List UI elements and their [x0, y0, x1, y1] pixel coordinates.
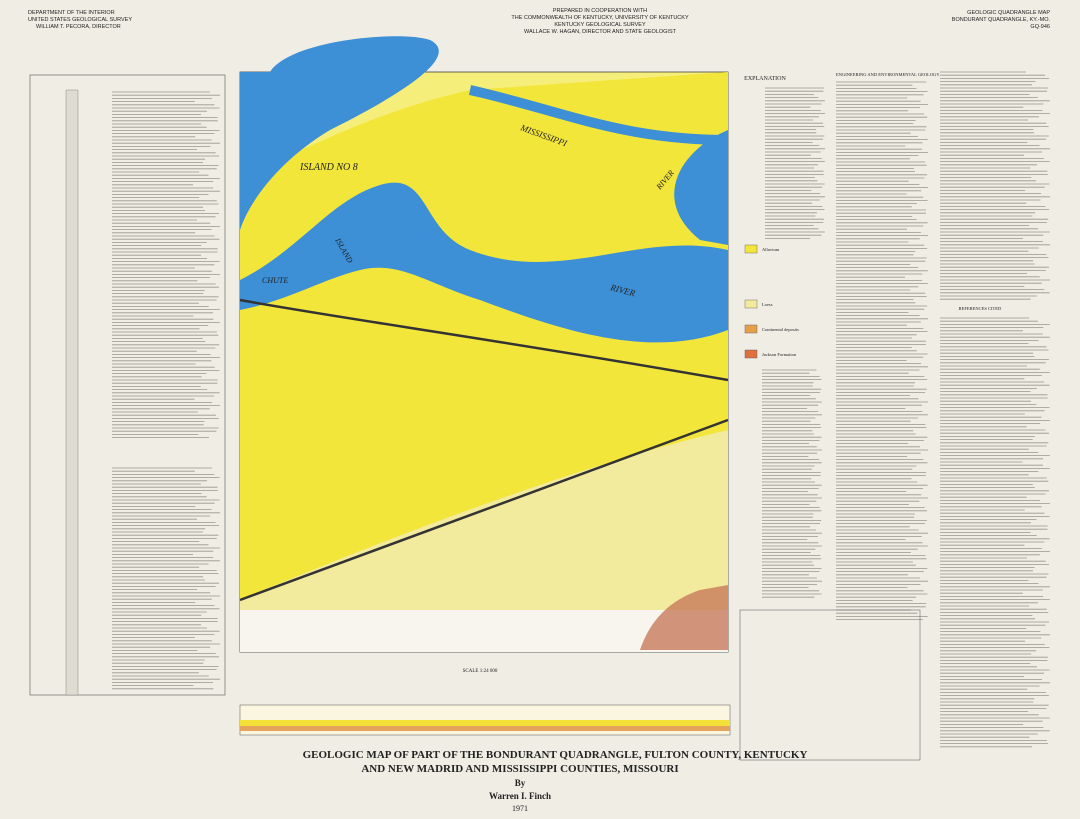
- header-left: UNITED STATES GEOLOGICAL SURVEY: [28, 17, 132, 23]
- map-label: CHUTE: [262, 276, 288, 285]
- river: [240, 36, 439, 231]
- legend-swatch: [744, 324, 758, 334]
- text-columns: [112, 71, 1050, 748]
- loess-area: [240, 430, 728, 610]
- year: 1971: [512, 804, 528, 813]
- section-heading: ENGINEERING AND ENVIRONMENTAL GEOLOGY: [836, 72, 940, 77]
- lithology-column: [65, 89, 79, 696]
- cross-section-unit: [240, 720, 730, 726]
- header-right: GQ-946: [1030, 24, 1050, 30]
- section-heading: REFERENCES CITED: [959, 306, 1002, 311]
- header-left: WILLIAM T. PECORA, DIRECTOR: [36, 24, 121, 30]
- river: [240, 182, 728, 343]
- map-label: ISLAND NO 8: [299, 162, 358, 173]
- strat-table: [29, 74, 226, 696]
- header-center: WALLACE W. HAGAN, DIRECTOR AND STATE GEO…: [524, 29, 677, 35]
- table-box: [739, 609, 921, 761]
- title: AND NEW MADRID AND MISSISSIPPI COUNTIES,…: [361, 763, 678, 775]
- levee: [239, 298, 729, 382]
- river: [674, 130, 728, 245]
- title: GEOLOGIC MAP OF PART OF THE BONDURANT QU…: [303, 749, 808, 761]
- uplands: [640, 585, 728, 650]
- header-center: KENTUCKY GEOLOGICAL SURVEY: [554, 22, 646, 28]
- legend-item: Jackson Formation: [762, 352, 797, 357]
- legend-item: Alluvium: [762, 247, 780, 252]
- header-center: THE COMMONWEALTH OF KENTUCKY, UNIVERSITY…: [511, 15, 689, 21]
- header-left: DEPARTMENT OF THE INTERIOR: [28, 10, 115, 16]
- scale: SCALE 1:24 000: [463, 669, 498, 674]
- legend-swatch: [744, 244, 758, 254]
- header: DEPARTMENT OF THE INTERIOR UNITED STATES…: [28, 8, 1050, 35]
- header-right: BONDURANT QUADRANGLE, KY.-MO.: [952, 17, 1051, 23]
- header-right: GEOLOGIC QUADRANGLE MAP: [967, 10, 1050, 16]
- legend-swatch: [744, 349, 758, 359]
- geologic-map: ISLAND NO 8 MISSISSIPPI RIVER CHUTE ISLA…: [239, 36, 729, 674]
- legend-item: Continental deposits: [762, 327, 799, 332]
- legend-item: Loess: [762, 302, 773, 307]
- legend-swatch: [744, 299, 758, 309]
- legend-heading: EXPLANATION: [744, 76, 786, 82]
- author: Warren I. Finch: [489, 791, 551, 801]
- byline: By: [515, 778, 526, 788]
- road: [239, 418, 729, 602]
- cross-section-unit: [240, 726, 730, 731]
- river-channel: [468, 85, 729, 145]
- header-center: PREPARED IN COOPERATION WITH: [553, 8, 647, 14]
